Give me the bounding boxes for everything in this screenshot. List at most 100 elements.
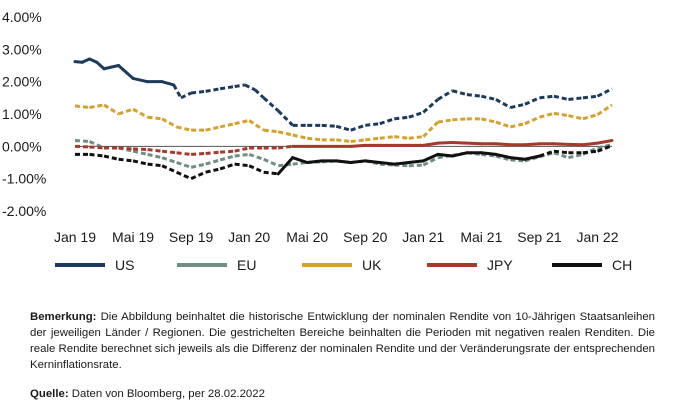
series-eu-segment (263, 157, 279, 168)
series-us-segment (394, 115, 409, 121)
x-tick-label: Jan 19 (54, 229, 96, 245)
series-ch-segment (291, 156, 309, 164)
y-tick-label: 4.00% (2, 9, 42, 25)
series-eu-segment (248, 152, 265, 161)
series-uk-segment (205, 125, 221, 132)
series-eu-segment (219, 154, 236, 162)
series-jpy-segment (147, 148, 163, 153)
y-tick-label: 0.00% (2, 138, 42, 154)
series-jpy-segment (191, 151, 206, 156)
series-eu-segment (422, 156, 439, 167)
series-uk-segment (132, 107, 149, 119)
series-eu-segment (481, 152, 497, 158)
series-us-segment (219, 85, 235, 91)
series-ch-segment (147, 162, 163, 168)
series-uk-segment (422, 121, 439, 138)
series-ch-segment (538, 149, 555, 158)
series-jpy-segment (581, 141, 599, 147)
series-us-segment (335, 124, 352, 132)
series-uk-segment (219, 122, 235, 129)
series-ch-segment (407, 159, 425, 164)
series-ch-segment (523, 154, 541, 161)
series-jpy-segment (278, 144, 293, 150)
series-uk-segment (263, 128, 279, 134)
series-ch-segment (89, 152, 105, 158)
series-uk-segment (437, 118, 453, 124)
series-uk-segment (568, 114, 584, 121)
series-ch-segment (161, 164, 178, 174)
series-eu-segment (147, 152, 163, 160)
series-uk-segment (394, 135, 409, 140)
series-ch-segment (234, 162, 250, 168)
y-tick-label: 3.00% (2, 41, 42, 57)
x-tick-label: Jan 21 (402, 229, 444, 245)
series-uk-segment (176, 125, 192, 132)
series-us-segment (582, 94, 598, 100)
series-us-segment (495, 98, 512, 109)
series-us-segment (350, 123, 366, 132)
series-eu-segment (190, 162, 206, 169)
y-tick-label: 2.00% (2, 74, 42, 90)
series-uk-segment (103, 103, 120, 116)
series-us-segment (596, 87, 613, 98)
series-ch-segment (118, 157, 134, 163)
series-jpy-segment (595, 139, 614, 145)
series-ch-segment (479, 151, 498, 156)
series-jpy-segment (161, 149, 177, 155)
series-uk-segment (539, 111, 555, 119)
series-us-segment (180, 91, 192, 100)
series-jpy-segment (436, 140, 454, 145)
series-ch-segment (175, 170, 192, 181)
series-uk-segment (248, 119, 265, 132)
series-us-segment (451, 89, 468, 97)
series-uk-segment (481, 117, 497, 124)
y-tick-label: -1.00% (2, 171, 46, 187)
series-ch-segment (349, 159, 367, 164)
series-uk-segment (336, 138, 351, 143)
series-us-segment (262, 96, 280, 112)
y-tick-label: 1.00% (2, 106, 42, 122)
legend-label-eu: EU (237, 257, 256, 273)
x-tick-label: Mai 20 (286, 229, 328, 245)
series-eu-segment (495, 154, 511, 162)
series-us-segment (437, 89, 454, 101)
series-us-segment (379, 117, 395, 126)
series-uk-segment (292, 133, 308, 140)
series-us-segment (190, 89, 206, 95)
series-ch-segment (450, 151, 469, 158)
series-eu-segment (510, 158, 526, 163)
series-uk-segment (118, 107, 134, 116)
series-ch-segment (363, 159, 382, 164)
series-uk-segment (365, 136, 380, 142)
series-us-segment (102, 64, 121, 71)
legend-label-ch: CH (612, 257, 632, 273)
x-tick-label: Jan 20 (228, 229, 270, 245)
series-ch-segment (205, 167, 221, 174)
series-us-segment (172, 84, 183, 99)
series-uk-segment (524, 115, 541, 126)
series-ch-segment (421, 152, 440, 163)
series-uk-segment (452, 117, 467, 122)
chart-remark: Bemerkung: Die Abbildung beinhaltet die … (30, 309, 655, 373)
series-uk-segment (582, 113, 598, 121)
series-us-segment (524, 96, 541, 106)
source-text: Daten von Bloomberg, per 28.02.2022 (68, 388, 265, 400)
series-ch-segment (219, 162, 236, 171)
series-us-segment (131, 76, 150, 84)
series-ch-segment (248, 164, 265, 174)
series-uk-segment (89, 103, 105, 110)
series-jpy-segment (205, 150, 221, 155)
legend-label-jpy: JPY (487, 257, 513, 273)
series-eu-segment (278, 162, 293, 168)
series-uk-segment (161, 117, 178, 129)
series-us-segment (510, 102, 526, 109)
series-us-segment (408, 110, 424, 119)
series-uk-segment (350, 138, 366, 143)
series-us-segment (553, 94, 569, 101)
series-eu-segment (597, 143, 613, 150)
series-eu-segment (176, 161, 192, 169)
legend-label-us: US (115, 257, 134, 273)
series-eu-segment (88, 140, 105, 150)
series-us-segment (321, 123, 337, 128)
series-us-segment (234, 83, 246, 88)
